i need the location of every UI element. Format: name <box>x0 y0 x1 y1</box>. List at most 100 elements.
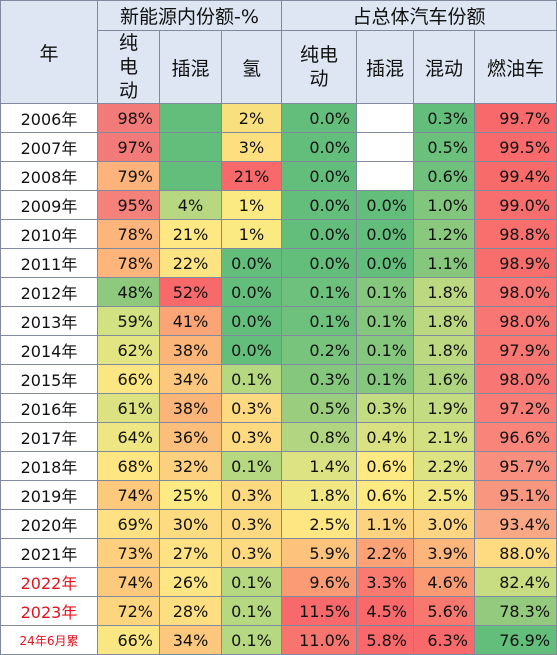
total-ice-share-cell: 98.8% <box>473 219 557 249</box>
nev-phev-share-cell: 4% <box>159 190 222 220</box>
year-cell: 2014年 <box>0 335 98 365</box>
total-hev-share-cell: 0.6% <box>413 161 475 191</box>
header-total-phev: 插混 <box>356 30 414 104</box>
table-row: 2011年 78% 22% 0.0% 0.0% 0.0% 1.1% 98.9% <box>0 248 557 278</box>
table-row: 2016年 61% 38% 0.3% 0.5% 0.3% 1.9% 97.2% <box>0 393 557 423</box>
nev-fcv-share-cell: 0.0% <box>221 277 282 307</box>
table-row: 2013年 59% 41% 0.0% 0.1% 0.1% 1.8% 98.0% <box>0 306 557 336</box>
nev-phev-share-cell: 34% <box>159 364 222 394</box>
total-bev-share-cell: 11.0% <box>281 625 357 655</box>
year-cell: 2007年 <box>0 132 98 162</box>
year-cell: 2016年 <box>0 393 98 423</box>
year-cell: 2010年 <box>0 219 98 249</box>
nev-fcv-share-cell: 21% <box>221 161 282 191</box>
year-cell: 2015年 <box>0 364 98 394</box>
nev-bev-share-cell: 66% <box>97 625 160 655</box>
total-ice-share-cell: 99.4% <box>473 161 557 191</box>
total-phev-share-cell: 2.2% <box>356 538 414 568</box>
year-cell: 2023年 <box>0 596 98 626</box>
total-bev-share-cell: 2.5% <box>281 509 357 539</box>
total-bev-share-cell: 11.5% <box>281 596 357 626</box>
total-bev-share-cell: 0.0% <box>281 219 357 249</box>
nev-bev-share-cell: 78% <box>97 248 160 278</box>
header-total-ice: 燃油车 <box>473 30 557 104</box>
total-bev-share-cell: 9.6% <box>281 567 357 597</box>
total-bev-share-cell: 0.5% <box>281 393 357 423</box>
table-row: 2018年 68% 32% 0.1% 1.4% 0.6% 2.2% 95.7% <box>0 451 557 481</box>
total-phev-share-cell: 0.3% <box>356 393 414 423</box>
nev-bev-share-cell: 72% <box>97 596 160 626</box>
nev-fcv-share-cell: 0.1% <box>221 364 282 394</box>
total-hev-share-cell: 1.8% <box>413 306 475 336</box>
total-hev-share-cell: 2.2% <box>413 451 475 481</box>
year-cell: 2013年 <box>0 306 98 336</box>
year-cell: 2008年 <box>0 161 98 191</box>
header-total-hev: 混动 <box>413 30 475 104</box>
nev-fcv-share-cell: 0.0% <box>221 248 282 278</box>
nev-phev-share-cell: 25% <box>159 480 222 510</box>
nev-bev-share-cell: 74% <box>97 480 160 510</box>
year-cell: 2020年 <box>0 509 98 539</box>
total-hev-share-cell: 1.9% <box>413 393 475 423</box>
nev-bev-share-cell: 95% <box>97 190 160 220</box>
total-ice-share-cell: 93.4% <box>473 509 557 539</box>
nev-phev-share-cell: 41% <box>159 306 222 336</box>
header-nev-fcv: 氢 <box>221 30 282 104</box>
total-phev-share-cell: 4.5% <box>356 596 414 626</box>
nev-bev-share-cell: 73% <box>97 538 160 568</box>
nev-fcv-share-cell: 2% <box>221 103 282 133</box>
year-cell: 2006年 <box>0 103 98 133</box>
total-ice-share-cell: 95.1% <box>473 480 557 510</box>
total-bev-share-cell: 0.8% <box>281 422 357 452</box>
total-ice-share-cell: 98.0% <box>473 364 557 394</box>
year-cell: 24年6月累 <box>0 625 98 655</box>
total-hev-share-cell: 1.6% <box>413 364 475 394</box>
total-phev-share-cell <box>356 132 414 162</box>
table-row: 2022年 74% 26% 0.1% 9.6% 3.3% 4.6% 82.4% <box>0 567 557 597</box>
nev-bev-share-cell: 98% <box>97 103 160 133</box>
table-row: 2006年 98% 2% 0.0% 0.3% 99.7% <box>0 103 557 133</box>
year-cell: 2018年 <box>0 451 98 481</box>
nev-bev-share-cell: 78% <box>97 219 160 249</box>
nev-phev-share-cell: 21% <box>159 219 222 249</box>
total-phev-share-cell: 1.1% <box>356 509 414 539</box>
header-total-bev: 纯电动 <box>281 30 357 104</box>
table-row: 2019年 74% 25% 0.3% 1.8% 0.6% 2.5% 95.1% <box>0 480 557 510</box>
nev-fcv-share-cell: 0.1% <box>221 567 282 597</box>
nev-phev-share-cell: 26% <box>159 567 222 597</box>
total-bev-share-cell: 0.0% <box>281 248 357 278</box>
nev-fcv-share-cell: 0.0% <box>221 306 282 336</box>
total-phev-share-cell: 0.0% <box>356 248 414 278</box>
year-cell: 2021年 <box>0 538 98 568</box>
table-row: 2023年 72% 28% 0.1% 11.5% 4.5% 5.6% 78.3% <box>0 596 557 626</box>
total-bev-share-cell: 0.1% <box>281 306 357 336</box>
nev-phev-share-cell: 27% <box>159 538 222 568</box>
total-ice-share-cell: 99.0% <box>473 190 557 220</box>
total-ice-share-cell: 98.9% <box>473 248 557 278</box>
total-bev-share-cell: 0.2% <box>281 335 357 365</box>
year-cell: 2009年 <box>0 190 98 220</box>
total-phev-share-cell: 0.6% <box>356 451 414 481</box>
total-hev-share-cell: 1.2% <box>413 219 475 249</box>
total-phev-share-cell: 0.1% <box>356 364 414 394</box>
total-ice-share-cell: 97.9% <box>473 335 557 365</box>
total-hev-share-cell: 2.1% <box>413 422 475 452</box>
table-row: 2015年 66% 34% 0.1% 0.3% 0.1% 1.6% 98.0% <box>0 364 557 394</box>
total-ice-share-cell: 98.0% <box>473 277 557 307</box>
header-group-nev: 新能源内份额-% <box>97 0 282 31</box>
nev-bev-share-cell: 68% <box>97 451 160 481</box>
nev-phev-share-cell: 32% <box>159 451 222 481</box>
year-cell: 2017年 <box>0 422 98 452</box>
total-ice-share-cell: 98.0% <box>473 306 557 336</box>
nev-bev-share-cell: 66% <box>97 364 160 394</box>
total-hev-share-cell: 5.6% <box>413 596 475 626</box>
nev-bev-share-cell: 62% <box>97 335 160 365</box>
total-hev-share-cell: 0.3% <box>413 103 475 133</box>
nev-phev-share-cell <box>159 103 222 133</box>
nev-bev-share-cell: 69% <box>97 509 160 539</box>
nev-phev-share-cell: 30% <box>159 509 222 539</box>
year-cell: 2019年 <box>0 480 98 510</box>
nev-bev-share-cell: 64% <box>97 422 160 452</box>
nev-fcv-share-cell: 0.1% <box>221 596 282 626</box>
